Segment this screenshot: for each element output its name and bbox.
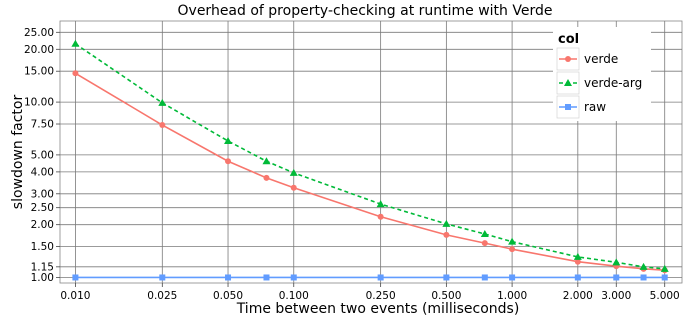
y-tick-label: 5.00 (31, 149, 54, 161)
data-point-raw (290, 274, 297, 281)
legend-item-verde: verde (556, 47, 618, 71)
legend: col verde verde-arg raw (553, 27, 651, 121)
data-point-raw (72, 274, 79, 281)
x-tick-label: 0.100 (279, 290, 309, 302)
data-point-raw (159, 274, 166, 281)
x-axis-title: Time between two events (milliseconds) (236, 301, 520, 317)
y-tick-label: 10.00 (24, 97, 54, 109)
y-axis-title: slowdown factor (10, 95, 26, 210)
data-point-raw (263, 274, 270, 281)
legend-key-marker (565, 104, 571, 110)
data-point-raw (377, 274, 384, 281)
y-tick-label: 1.50 (31, 241, 54, 253)
legend-label: raw (584, 100, 606, 114)
data-point-verde-arg (262, 157, 271, 165)
x-tick-label: 0.050 (213, 290, 243, 302)
data-point-verde-arg (442, 219, 451, 227)
data-point-verde (509, 246, 516, 253)
data-point-raw (613, 274, 620, 281)
y-tick-label: 7.50 (31, 119, 54, 131)
series-raw (72, 274, 668, 281)
legend-title: col (558, 32, 579, 47)
x-tick-label: 1.000 (497, 290, 527, 302)
y-tick-label: 25.00 (24, 27, 54, 39)
data-point-raw (509, 274, 516, 281)
y-tick-label: 2.50 (31, 202, 54, 214)
data-point-verde (443, 231, 450, 238)
y-tick-label: 4.00 (31, 166, 54, 178)
data-point-raw (481, 274, 488, 281)
legend-items: verde verde-arg raw (556, 47, 642, 119)
x-tick-label: 0.025 (147, 290, 177, 302)
chart-title: Overhead of property-checking at runtime… (178, 3, 553, 19)
data-point-verde (290, 184, 297, 191)
legend-label: verde (584, 52, 618, 66)
legend-key-marker (565, 56, 571, 62)
data-point-raw (443, 274, 450, 281)
legend-label: verde-arg (584, 76, 642, 90)
x-tick-label: 5.000 (650, 290, 680, 302)
data-point-verde (159, 122, 166, 129)
series-verde-arg (71, 39, 669, 272)
y-tick-label: 15.00 (24, 66, 54, 78)
x-tick-label: 3.000 (601, 290, 631, 302)
x-tick-label: 2.000 (563, 290, 593, 302)
data-point-verde (377, 213, 384, 220)
y-tick-label: 3.00 (31, 188, 54, 200)
data-point-verde-arg (376, 200, 385, 208)
data-point-verde-arg (480, 229, 489, 237)
data-point-verde-arg (573, 252, 582, 260)
series-layer (71, 39, 669, 281)
data-point-verde-arg (289, 168, 298, 176)
data-point-verde (72, 70, 79, 77)
y-tick-label: 20.00 (24, 44, 54, 56)
legend-item-raw: raw (556, 95, 606, 119)
x-tick-label: 0.010 (60, 290, 90, 302)
data-point-verde-arg (71, 39, 80, 47)
data-point-raw (225, 274, 232, 281)
data-point-raw (574, 274, 581, 281)
data-point-verde (574, 258, 581, 265)
data-point-verde (263, 174, 270, 181)
data-point-verde (481, 240, 488, 247)
y-tick-label: 1.15 (31, 261, 54, 273)
data-point-verde-arg (508, 237, 517, 245)
y-tick-label: 2.00 (31, 219, 54, 231)
data-point-verde-arg (612, 258, 621, 266)
data-point-verde-arg (639, 262, 648, 270)
data-point-raw (661, 274, 668, 281)
data-point-verde-arg (158, 98, 167, 106)
y-axis-ticks: 1.001.15 1.50 2.00 2.50 3.00 4.00 5.00 7.50 10.0… (24, 27, 60, 284)
x-tick-label: 0.500 (431, 290, 461, 302)
data-point-verde-arg (660, 264, 669, 272)
data-point-verde-arg (224, 137, 233, 145)
x-axis-ticks: 0.010 0.025 0.050 0.100 0.250 0.500 1.000 2.000… (60, 283, 680, 302)
legend-key-marker (564, 79, 572, 86)
data-point-verde (225, 158, 232, 165)
data-point-raw (640, 274, 647, 281)
y-tick-label: 1.00 (31, 272, 54, 284)
x-tick-label: 0.250 (366, 290, 396, 302)
legend-item-verde-arg: verde-arg (556, 71, 642, 95)
